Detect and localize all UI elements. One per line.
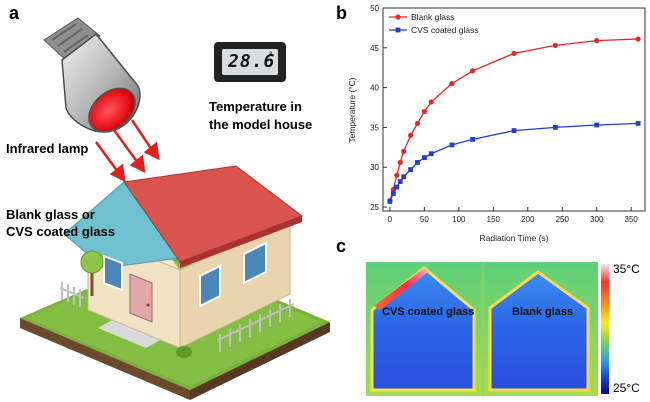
data-point-cvs-coated-glass — [415, 160, 420, 165]
data-point-cvs-coated-glass — [408, 167, 413, 173]
y-axis-label: Temperature (°C) — [347, 77, 357, 142]
data-point-blank-glass — [394, 172, 400, 178]
thermal-left-house — [370, 262, 590, 396]
series-blank-glass — [387, 36, 641, 204]
radiation-arrows-icon — [94, 119, 160, 183]
thermometer-reading: 28.6 — [228, 51, 276, 72]
thermal-label-left: CVS coated glass — [382, 306, 475, 318]
x-axis-ticks: 0 50 100 150 200 250 300 350 — [388, 207, 639, 224]
temperature-color-scale — [601, 264, 609, 394]
infrared-lamp-icon — [43, 17, 141, 133]
y-tick-label: 25 — [370, 203, 379, 212]
chart-legend: Blank glass CVS coated glass — [389, 12, 479, 35]
thermometer-label-line2: the model house — [209, 117, 313, 132]
data-point-cvs-coated-glass — [401, 174, 407, 180]
thermal-label-right: Blank glass — [512, 306, 574, 318]
data-point-cvs-coated-glass — [449, 142, 455, 148]
scale-max-label: 35°C — [613, 262, 640, 276]
y-tick-label: 40 — [370, 84, 379, 93]
data-point-blank-glass — [407, 132, 414, 138]
y-tick-label: 45 — [370, 44, 379, 53]
scale-min-label: 25°C — [613, 381, 640, 395]
data-point-blank-glass — [401, 148, 407, 154]
thermometer-label: Temperature in the model house — [209, 99, 312, 133]
legend-marker — [395, 14, 401, 20]
thermal-image: CVS coated glass Blank glass — [366, 262, 598, 396]
x-tick-label: 200 — [521, 215, 535, 224]
series-layer — [387, 36, 641, 204]
x-tick-label: 50 — [420, 215, 429, 224]
data-point-cvs-coated-glass — [552, 125, 558, 130]
data-point-cvs-coated-glass — [397, 179, 403, 184]
data-point-cvs-coated-glass — [387, 199, 393, 204]
data-point-blank-glass — [635, 36, 641, 42]
data-point-cvs-coated-glass — [511, 128, 517, 133]
temperature-chart: 0 50 100 150 200 250 300 350 25 30 35 40 45 50 Blank… — [347, 4, 646, 243]
data-point-cvs-coated-glass — [594, 122, 600, 128]
series-line-blank-glass — [389, 38, 639, 201]
glass-label: Blank glass or CVS coated glass — [6, 207, 115, 240]
thermometer-label-line1: Temperature in — [209, 99, 302, 114]
panel-label-a: a — [9, 3, 20, 23]
thermometer-display: 28.6 ° — [214, 42, 286, 82]
panel-a-illustration — [20, 17, 330, 400]
plot-area-frame — [382, 7, 646, 212]
series-line-cvs-coated-glass — [389, 122, 639, 202]
data-point-cvs-coated-glass — [470, 136, 476, 142]
y-tick-label: 30 — [370, 163, 379, 172]
data-point-blank-glass — [552, 42, 558, 49]
x-tick-label: 150 — [487, 215, 501, 224]
legend-label: Blank glass — [411, 12, 454, 22]
x-tick-label: 350 — [625, 215, 639, 224]
model-house-icon — [20, 165, 330, 400]
data-point-blank-glass — [470, 68, 476, 74]
data-point-cvs-coated-glass — [428, 151, 434, 157]
y-tick-label: 35 — [370, 123, 379, 132]
data-point-blank-glass — [421, 108, 427, 115]
data-point-blank-glass — [511, 50, 517, 56]
legend-label: CVS coated glass — [411, 25, 479, 35]
data-point-blank-glass — [397, 159, 403, 166]
x-tick-label: 100 — [452, 215, 466, 224]
x-axis-label: Radiation Time (s) — [480, 233, 549, 243]
glass-label-line2: CVS coated glass — [6, 224, 116, 239]
lamp-label: Infrared lamp — [6, 141, 89, 156]
data-point-blank-glass — [414, 120, 421, 127]
data-point-cvs-coated-glass — [390, 191, 396, 196]
x-tick-label: 300 — [590, 215, 604, 224]
y-axis-ticks: 25 30 35 40 45 50 — [370, 4, 387, 212]
series-cvs-coated-glass — [387, 121, 641, 204]
panel-label-c: c — [336, 236, 347, 256]
x-tick-label: 250 — [556, 215, 570, 224]
data-point-cvs-coated-glass — [635, 121, 641, 126]
data-point-blank-glass — [428, 99, 434, 105]
thermometer-unit: ° — [269, 50, 273, 60]
data-point-blank-glass — [594, 38, 600, 44]
legend-marker — [395, 27, 401, 33]
data-point-blank-glass — [449, 81, 455, 87]
y-tick-label: 50 — [370, 4, 379, 13]
glass-label-line1: Blank glass or — [6, 207, 95, 222]
panel-label-b: b — [336, 3, 347, 23]
thermometer-screen: 28.6 ° — [222, 49, 278, 75]
data-point-cvs-coated-glass — [421, 155, 427, 161]
data-point-cvs-coated-glass — [394, 184, 400, 190]
x-tick-label: 0 — [388, 215, 393, 224]
